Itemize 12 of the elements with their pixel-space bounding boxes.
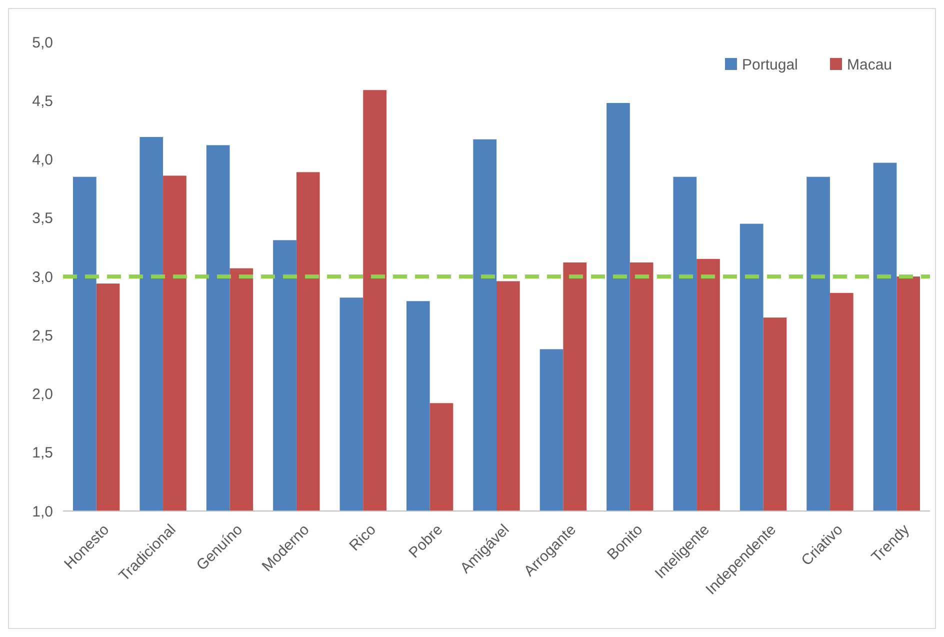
y-tick-label: 4,5 xyxy=(32,92,53,110)
x-tick-label: Rico xyxy=(346,521,380,554)
y-tick-label: 2,0 xyxy=(32,386,53,403)
legend-label: Portugal xyxy=(742,56,798,74)
y-tick-label: 2,5 xyxy=(32,327,53,344)
y-tick-label: 3,0 xyxy=(32,268,53,286)
legend-label: Macau xyxy=(847,56,892,74)
y-tick-label: 3,5 xyxy=(32,210,53,228)
y-tick-label: 5,0 xyxy=(32,34,53,52)
y-tick-label: 1,5 xyxy=(32,444,53,462)
y-tick-label: 4,0 xyxy=(32,152,53,168)
y-tick-label: 1,0 xyxy=(32,503,53,520)
